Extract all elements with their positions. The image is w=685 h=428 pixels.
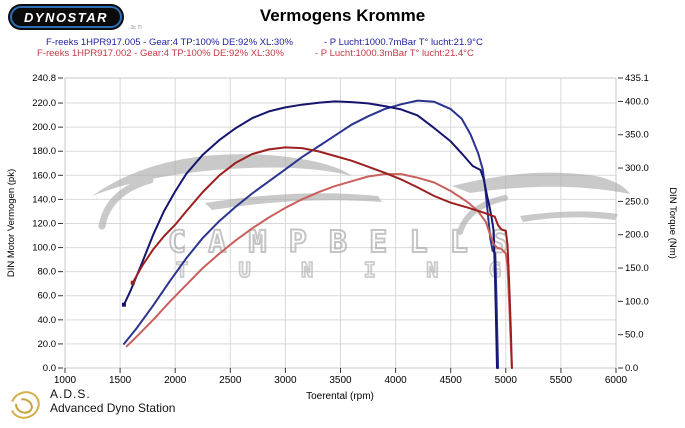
x-tick-label: 6000 (605, 375, 628, 386)
logo-tagline: ..3c TI (128, 25, 142, 31)
ads-name: Advanced Dyno Station (50, 401, 176, 415)
left-tick-label: 220.0 (32, 98, 56, 109)
right-tick-label: 350.0 (625, 130, 649, 141)
legend: F-reeks 1HPR917.005 - Gear:4 TP:100% DE:… (0, 37, 685, 59)
left-tick-label: 100.0 (32, 243, 56, 254)
right-tick-label: 300.0 (625, 163, 649, 174)
chart-ticks: 240.8 220.0 200.0 180.0 160.0 140.0 120.0 100.0… (32, 73, 649, 386)
x-tick-label: 1000 (54, 375, 77, 386)
right-tick-label: 0.0 (625, 363, 638, 374)
left-tick-label: 40.0 (38, 315, 57, 326)
right-tick-label: 400.0 (625, 96, 649, 107)
x-tick-label: 2500 (219, 375, 242, 386)
x-tick-label: 5500 (550, 375, 573, 386)
watermark-text-line2: TUNING (176, 258, 501, 282)
curve-run-002-power (125, 173, 513, 369)
logo-ring: DYNOSTAR (10, 6, 122, 28)
right-tick-label: 250.0 (625, 196, 649, 207)
left-tick-label: 20.0 (38, 339, 57, 350)
left-tick-label: 160.0 (32, 170, 56, 181)
logo-text: DYNOSTAR (24, 9, 108, 25)
legend-ambient-label: - P Lucht:1000.7mBar T° lucht:21.9°C (324, 37, 483, 48)
right-tick-label: 150.0 (625, 263, 649, 274)
right-tick-label: 435.1 (625, 73, 649, 84)
curve-start-marker (121, 302, 126, 307)
legend-ambient-label: - P Lucht:1000.3mBar T° lucht:21.4°C (315, 48, 474, 59)
left-tick-label: 0.0 (43, 363, 56, 374)
page-title: Vermogens Kromme (259, 6, 426, 25)
curve-start-marker (130, 280, 135, 285)
x-tick-label: 3500 (329, 375, 352, 386)
left-tick-label: 240.8 (32, 73, 56, 84)
left-tick-label: 200.0 (32, 122, 56, 133)
ads-footer: A.D.S. Advanced Dyno Station (8, 388, 175, 422)
x-axis-title: Toerental (rpm) (306, 391, 374, 402)
legend-run-label: F-reeks 1HPR917.002 - Gear:4 TP:100% DE:… (37, 48, 284, 59)
chart-curves (121, 99, 513, 369)
curve-run-005-torque (123, 100, 498, 369)
dynostar-logo: DYNOSTAR (8, 4, 124, 30)
left-tick-label: 140.0 (32, 194, 56, 205)
ads-abbr: A.D.S. (50, 387, 91, 401)
watermark-text-line1: CAMPBELLS (168, 225, 508, 260)
left-tick-label: 80.0 (38, 267, 57, 278)
right-tick-label: 100.0 (625, 296, 649, 307)
ads-text: A.D.S. Advanced Dyno Station (50, 388, 175, 422)
right-axis-title: DIN Torque (Nm) (667, 187, 678, 259)
legend-line-run-005: F-reeks 1HPR917.005 - Gear:4 TP:100% DE:… (46, 37, 685, 48)
watermark: CAMPBELLS TUNING (92, 154, 630, 283)
x-tick-label: 5000 (495, 375, 518, 386)
legend-line-run-002: F-reeks 1HPR917.002 - Gear:4 TP:100% DE:… (37, 48, 685, 59)
legend-run-label: F-reeks 1HPR917.005 - Gear:4 TP:100% DE:… (46, 37, 293, 48)
left-tick-label: 60.0 (38, 291, 57, 302)
watermark-car-silhouette (92, 154, 630, 235)
x-tick-label: 4000 (384, 375, 407, 386)
x-tick-label: 1500 (109, 375, 132, 386)
x-tick-label: 4500 (440, 375, 463, 386)
ads-swirl-logo-icon (10, 391, 40, 419)
left-tick-label: 180.0 (32, 146, 56, 157)
x-tick-label: 3000 (274, 375, 297, 386)
x-tick-label: 2000 (164, 375, 187, 386)
curve-run-002-torque (131, 146, 513, 369)
right-tick-label: 50.0 (625, 330, 644, 341)
left-axis-title: DIN Motor Vermogen (pk) (6, 169, 17, 277)
left-tick-label: 120.0 (32, 218, 56, 229)
right-tick-label: 200.0 (625, 230, 649, 241)
